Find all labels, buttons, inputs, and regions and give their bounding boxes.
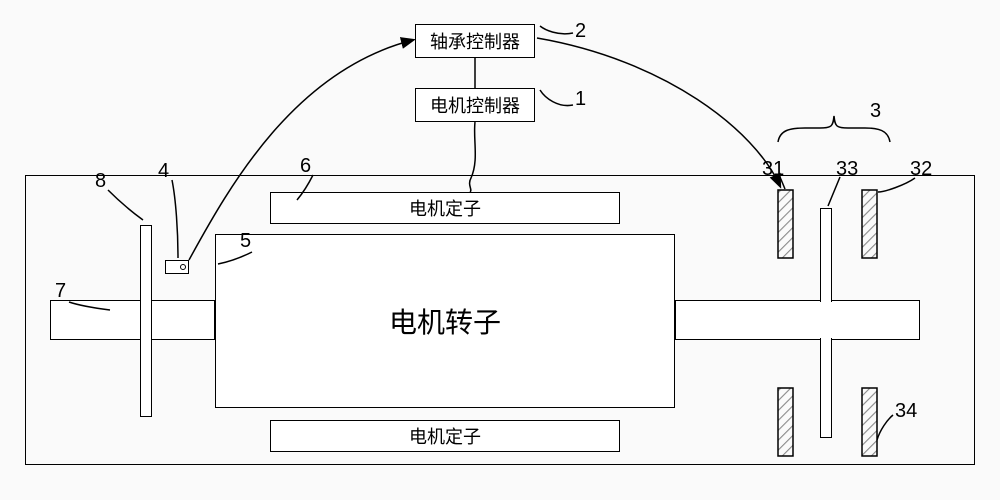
- diagram-canvas: 轴承控制器 电机控制器 电机定子 电机定子 电机转子: [0, 0, 1000, 500]
- label-5: 5: [240, 230, 251, 253]
- label-6: 6: [300, 155, 311, 178]
- label-33: 33: [836, 158, 858, 181]
- stator-bottom: 电机定子: [270, 420, 620, 452]
- arrow-bearing-to-magnets: [537, 38, 780, 186]
- shaft-right: [675, 300, 920, 340]
- label-2: 2: [575, 20, 586, 43]
- sensor: [165, 260, 189, 274]
- bearing-controller-label: 轴承控制器: [430, 28, 520, 54]
- motor-controller-label: 电机控制器: [430, 92, 520, 118]
- label-31: 31: [762, 158, 784, 181]
- shaft-left: [50, 300, 215, 340]
- bearing-controller-box: 轴承控制器: [415, 24, 535, 58]
- label-1: 1: [575, 88, 586, 111]
- disc-left: [140, 225, 152, 417]
- label-7: 7: [55, 280, 66, 303]
- stator-top: 电机定子: [270, 192, 620, 224]
- rotor: 电机转子: [215, 234, 675, 408]
- label-34: 34: [895, 400, 917, 423]
- stator-bottom-label: 电机定子: [409, 423, 481, 449]
- rotor-label: 电机转子: [389, 301, 501, 341]
- disc-right: [820, 208, 832, 438]
- stator-top-label: 电机定子: [409, 195, 481, 221]
- label-4: 4: [158, 160, 169, 183]
- motor-controller-box: 电机控制器: [415, 88, 535, 122]
- label-8: 8: [95, 170, 106, 193]
- leader-1: [540, 90, 573, 106]
- label-3: 3: [870, 100, 881, 123]
- label-32: 32: [910, 158, 932, 181]
- leader-2: [540, 26, 573, 34]
